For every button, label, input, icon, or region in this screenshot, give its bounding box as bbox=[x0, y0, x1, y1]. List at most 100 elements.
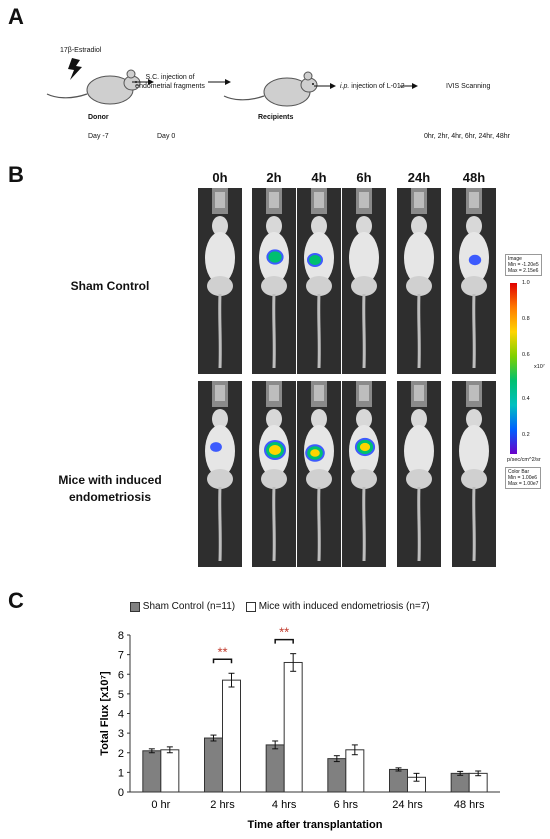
panel-a-diagram bbox=[46, 58, 418, 107]
ivis-label: IVIS Scanning bbox=[446, 83, 491, 90]
ivis-tile-sham-48h bbox=[452, 188, 496, 374]
y-tick-label: 0 bbox=[118, 787, 124, 799]
ip-injection-rest: injection of L-012 bbox=[349, 83, 405, 90]
significance-marker: ** bbox=[279, 625, 289, 640]
column-label-2h: 2h bbox=[266, 170, 282, 185]
recipients-label: Recipients bbox=[258, 114, 294, 121]
scale-tick-1: 1.0 bbox=[522, 280, 530, 286]
y-tick-label: 3 bbox=[118, 728, 124, 740]
y-tick-label: 8 bbox=[118, 630, 124, 642]
ivis-tile-sham-24h bbox=[397, 188, 441, 374]
chart-legend: Sham Control (n=11) Mice with induced en… bbox=[130, 601, 430, 612]
panel-b-label: B bbox=[8, 162, 24, 187]
scale-tick-5: 0.2 bbox=[522, 432, 530, 438]
y-tick-label: 2 bbox=[118, 748, 124, 760]
scale-bottom-unit: p/sec/cm^2/sr bbox=[507, 457, 541, 463]
ivis-tile-sham-0h bbox=[198, 188, 242, 374]
bar-endo-0hr bbox=[160, 749, 180, 793]
ivis-tile-sham-6h bbox=[342, 188, 386, 374]
lightning-icon bbox=[68, 58, 82, 80]
mouse-silhouette-icon bbox=[259, 381, 289, 562]
ip-injection-label: i.p. injection of L-012 bbox=[340, 82, 405, 91]
mouse-silhouette-icon bbox=[349, 381, 379, 562]
x-tick-label: 48 hrs bbox=[454, 799, 485, 811]
x-tick-label: 4 hrs bbox=[272, 799, 297, 811]
row-label-endo-line1: Mice with induced bbox=[58, 473, 162, 487]
donor-mouse-icon bbox=[46, 69, 141, 105]
x-tick-label: 6 hrs bbox=[334, 799, 359, 811]
y-tick-label: 1 bbox=[118, 767, 124, 779]
bar-endo-4hrs bbox=[283, 661, 303, 793]
luminescence-signal bbox=[307, 253, 323, 267]
y-axis-title: Total Flux [x10⁷] bbox=[99, 671, 111, 756]
column-label-4h: 4h bbox=[311, 170, 327, 185]
sc-injection-line1: S.C. injection of bbox=[145, 74, 195, 81]
scale-tick-4: 0.4 bbox=[522, 396, 530, 402]
bar-endo-6hrs bbox=[345, 749, 365, 793]
bar-sham-4hrs bbox=[265, 744, 285, 793]
donor-label: Donor bbox=[88, 114, 109, 121]
ivis-tile-sham-4h bbox=[297, 188, 341, 374]
legend-label-sham: Sham Control (n=11) bbox=[142, 601, 236, 612]
legend-label-endo: Mice with induced endometriosis (n=7) bbox=[258, 601, 430, 612]
scale-bottom-line1: Color Bar bbox=[508, 469, 530, 475]
x-tick-label: 0 hr bbox=[151, 799, 170, 811]
luminescence-signal bbox=[354, 437, 376, 457]
row-label-endo-line2: endometriosis bbox=[68, 490, 152, 504]
row-label-endometriosis: Mice with induced endometriosis bbox=[40, 472, 180, 506]
scale-top-line2: Min = -1.20e5 bbox=[508, 262, 539, 268]
scale-bottom-box: Color Bar Min = 1.00e6 Max = 1.00e7 bbox=[505, 467, 542, 489]
ivis-tile-endo-0h bbox=[198, 381, 242, 567]
column-label-0h: 0h bbox=[212, 170, 228, 185]
bar-sham-24hrs bbox=[389, 768, 408, 793]
bar-sham-2hrs bbox=[204, 737, 223, 793]
y-tick-label: 5 bbox=[118, 689, 124, 701]
color-scale-bar bbox=[510, 283, 517, 454]
mouse-silhouette-icon bbox=[304, 188, 334, 369]
ivis-tile-sham-2h bbox=[252, 188, 296, 374]
scale-bottom-line2: Min = 1.00e6 bbox=[508, 475, 538, 481]
scale-tick-3: 0.6 bbox=[522, 352, 530, 358]
ivis-tile-endo-24h bbox=[397, 381, 441, 567]
bar-sham-6hrs bbox=[327, 758, 347, 793]
panel-c-label: C bbox=[8, 588, 24, 613]
timepoints-label: 0hr, 2hr, 4hr, 6hr, 24hr, 48hr bbox=[424, 133, 511, 140]
scale-tick-2: 0.8 bbox=[522, 316, 530, 322]
luminescence-signal bbox=[266, 249, 284, 265]
mouse-silhouette-icon bbox=[404, 188, 434, 369]
row-label-sham: Sham Control bbox=[70, 279, 150, 293]
x-tick-label: 2 hrs bbox=[210, 799, 235, 811]
y-tick-label: 7 bbox=[118, 650, 124, 662]
total-flux-bar-chart: 0 1 2 3 4 5 6 7 8 Total Flux [x10⁷] 0 hr 2 hrs 4 hrs… bbox=[99, 625, 500, 831]
scale-bottom-line3: Max = 1.00e7 bbox=[508, 481, 539, 487]
luminescence-signal bbox=[210, 442, 222, 452]
ivis-tile-endo-48h bbox=[452, 381, 496, 567]
mouse-silhouette-icon bbox=[459, 188, 489, 369]
scale-top-line3: Max = 2.15e6 bbox=[508, 268, 539, 274]
sc-injection-line2: endometrial fragments bbox=[135, 83, 205, 90]
significance-bracket bbox=[274, 638, 294, 644]
mouse-silhouette-icon bbox=[459, 381, 489, 562]
mouse-silhouette-icon bbox=[205, 381, 235, 562]
ivis-tile-endo-4h bbox=[297, 381, 341, 567]
luminescence-signal bbox=[305, 444, 325, 462]
luminescence-signal bbox=[264, 440, 286, 460]
mouse-silhouette-icon bbox=[349, 188, 379, 369]
ivis-tile-endo-6h bbox=[342, 381, 386, 567]
column-label-6h: 6h bbox=[356, 170, 372, 185]
significance-marker: ** bbox=[217, 644, 227, 659]
x-axis-title: Time after transplantation bbox=[248, 819, 383, 831]
scale-unit: x10⁷ bbox=[534, 364, 545, 370]
bar-endo-2hrs bbox=[222, 679, 241, 793]
day-minus7-label: Day -7 bbox=[88, 133, 109, 140]
ip-injection-prefix: i.p. bbox=[340, 83, 350, 90]
x-tick-label: 24 hrs bbox=[392, 799, 423, 811]
sc-injection-label: S.C. injection of endometrial fragments bbox=[135, 73, 205, 91]
scale-top-line1: Image bbox=[508, 256, 522, 262]
luminescence-signal bbox=[468, 254, 482, 266]
column-label-48h: 48h bbox=[462, 170, 486, 185]
panel-a-label: A bbox=[8, 4, 24, 29]
recipient-mouse-icon bbox=[223, 71, 318, 107]
significance-bracket bbox=[212, 658, 233, 664]
mouse-silhouette-icon bbox=[259, 188, 289, 369]
